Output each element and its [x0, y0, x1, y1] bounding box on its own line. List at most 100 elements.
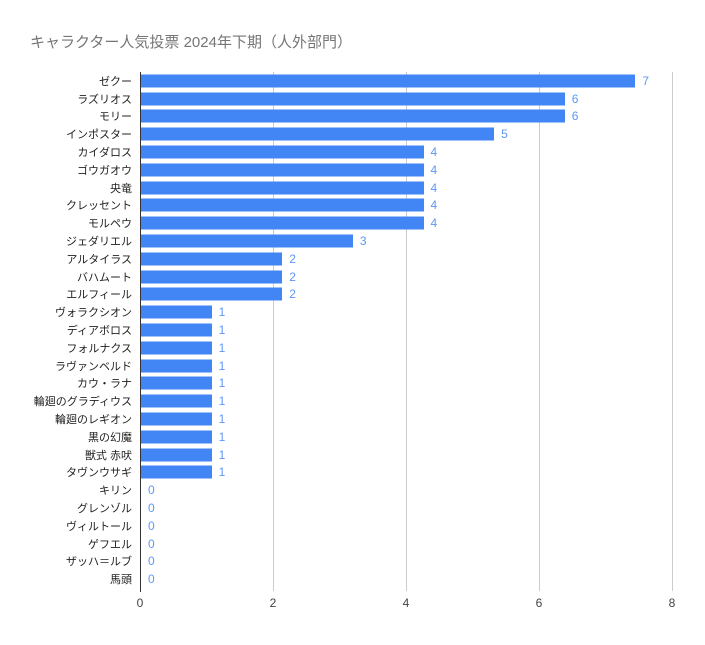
bar-row: 黒の幻魔 1 [0, 428, 705, 446]
value-label: 1 [218, 412, 226, 427]
bar [141, 376, 212, 390]
bar [141, 359, 212, 373]
bar-row: ゴウガオウ 4 [0, 161, 705, 179]
category-label: ザッハ＝ルブ [66, 556, 132, 569]
category-label: 黒の幻魔 [88, 431, 132, 444]
bar-row: インポスター 5 [0, 125, 705, 143]
bar [141, 412, 212, 426]
bar-track: 0 [140, 535, 705, 553]
bar-row: ヴォラクシオン 1 [0, 303, 705, 321]
bar-track: 0 [140, 570, 705, 588]
bar-row: 輪廻のグラディウス 1 [0, 392, 705, 410]
bar-track: 0 [140, 517, 705, 535]
category-label: ジェダリエル [66, 236, 132, 249]
category-label: 馬頭 [110, 574, 132, 587]
value-label: 0 [148, 572, 155, 587]
bar-row: ゲフエル 0 [0, 535, 705, 553]
bar [141, 127, 495, 141]
bar-row: フォルナクス 1 [0, 339, 705, 357]
category-label: カイダロス [77, 147, 132, 160]
bar-row: アルタイラス 2 [0, 250, 705, 268]
bar-row: ゼクー 7 [0, 72, 705, 90]
bar-track: 1 [140, 357, 705, 375]
x-tick-label: 2 [269, 596, 277, 610]
category-label: ラヴァンベルド [55, 360, 132, 373]
bar-row: 央竜 4 [0, 179, 705, 197]
bar-row: 獣式 赤吠 1 [0, 446, 705, 464]
category-label: エルフィール [66, 289, 132, 302]
category-label: モリー [99, 111, 132, 124]
bar-row: モリー 6 [0, 108, 705, 126]
bar-row: 馬頭 0 [0, 570, 705, 588]
value-label: 2 [289, 269, 296, 284]
bar-track: 1 [140, 410, 705, 428]
bar-track: 6 [140, 108, 705, 126]
value-label: 5 [501, 127, 508, 142]
bar [141, 198, 424, 212]
chart-title: キャラクター人気投票 2024年下期（人外部門） [30, 34, 352, 51]
category-label: インポスター [66, 129, 132, 142]
value-label: 6 [571, 91, 579, 106]
category-label: アルタイラス [66, 253, 132, 266]
category-label: ゴウガオウ [77, 164, 132, 177]
bar-row: グレンゾル 0 [0, 499, 705, 517]
bar-track: 0 [140, 553, 705, 571]
bar [141, 109, 565, 123]
bar-row: カウ・ラナ 1 [0, 375, 705, 393]
bar [141, 234, 353, 248]
category-label: バハムート [77, 271, 132, 284]
value-label: 1 [218, 376, 226, 391]
value-label: 1 [218, 358, 226, 373]
bar-track: 4 [140, 214, 705, 232]
value-label: 4 [430, 216, 438, 231]
bar-track: 6 [140, 90, 705, 108]
bar-track: 4 [140, 161, 705, 179]
x-tick-label: 4 [402, 596, 410, 610]
category-label: ゼクー [99, 75, 132, 88]
bar-row: モルペウ 4 [0, 214, 705, 232]
bar [141, 448, 212, 462]
bar-track: 4 [140, 143, 705, 161]
bar-track: 7 [140, 72, 705, 90]
x-tick-label: 6 [535, 596, 543, 610]
category-label: タヴンウサギ [66, 467, 132, 480]
bar-track: 0 [140, 481, 705, 499]
bar-track: 3 [140, 232, 705, 250]
bar-row: ヴィルトール 0 [0, 517, 705, 535]
bar-row: ラズリオス 6 [0, 90, 705, 108]
bar-track: 2 [140, 250, 705, 268]
value-label: 1 [218, 465, 226, 480]
value-label: 1 [218, 340, 226, 355]
value-label: 4 [430, 145, 438, 160]
category-label: 輪廻のレギオン [55, 414, 132, 427]
bar-row: ジェダリエル 3 [0, 232, 705, 250]
bar-row: カイダロス 4 [0, 143, 705, 161]
bar [141, 181, 424, 195]
x-tick-label: 0 [136, 596, 144, 610]
bar [141, 394, 212, 408]
bar-row: キリン 0 [0, 481, 705, 499]
plot-area [140, 72, 673, 592]
category-label: キリン [99, 485, 132, 498]
gridline [539, 72, 540, 591]
value-label: 0 [148, 518, 155, 533]
bar-row: クレッセント 4 [0, 197, 705, 215]
bar-track: 1 [140, 392, 705, 410]
bar [141, 465, 212, 479]
bar-track: 2 [140, 286, 705, 304]
bar-row: ザッハ＝ルブ 0 [0, 553, 705, 571]
bar [141, 430, 212, 444]
category-label: グレンゾル [77, 503, 132, 516]
value-label: 1 [218, 447, 226, 462]
category-label: フォルナクス [66, 342, 132, 355]
bar [141, 92, 565, 106]
bar [141, 341, 212, 355]
bar-row: 輪廻のレギオン 1 [0, 410, 705, 428]
value-label: 0 [148, 501, 155, 516]
value-label: 3 [359, 234, 367, 249]
bar [141, 163, 424, 177]
category-label: ゲフエル [88, 538, 132, 551]
bar-track: 1 [140, 428, 705, 446]
category-label: モルペウ [88, 218, 132, 231]
bar-row: タヴンウサギ 1 [0, 464, 705, 482]
